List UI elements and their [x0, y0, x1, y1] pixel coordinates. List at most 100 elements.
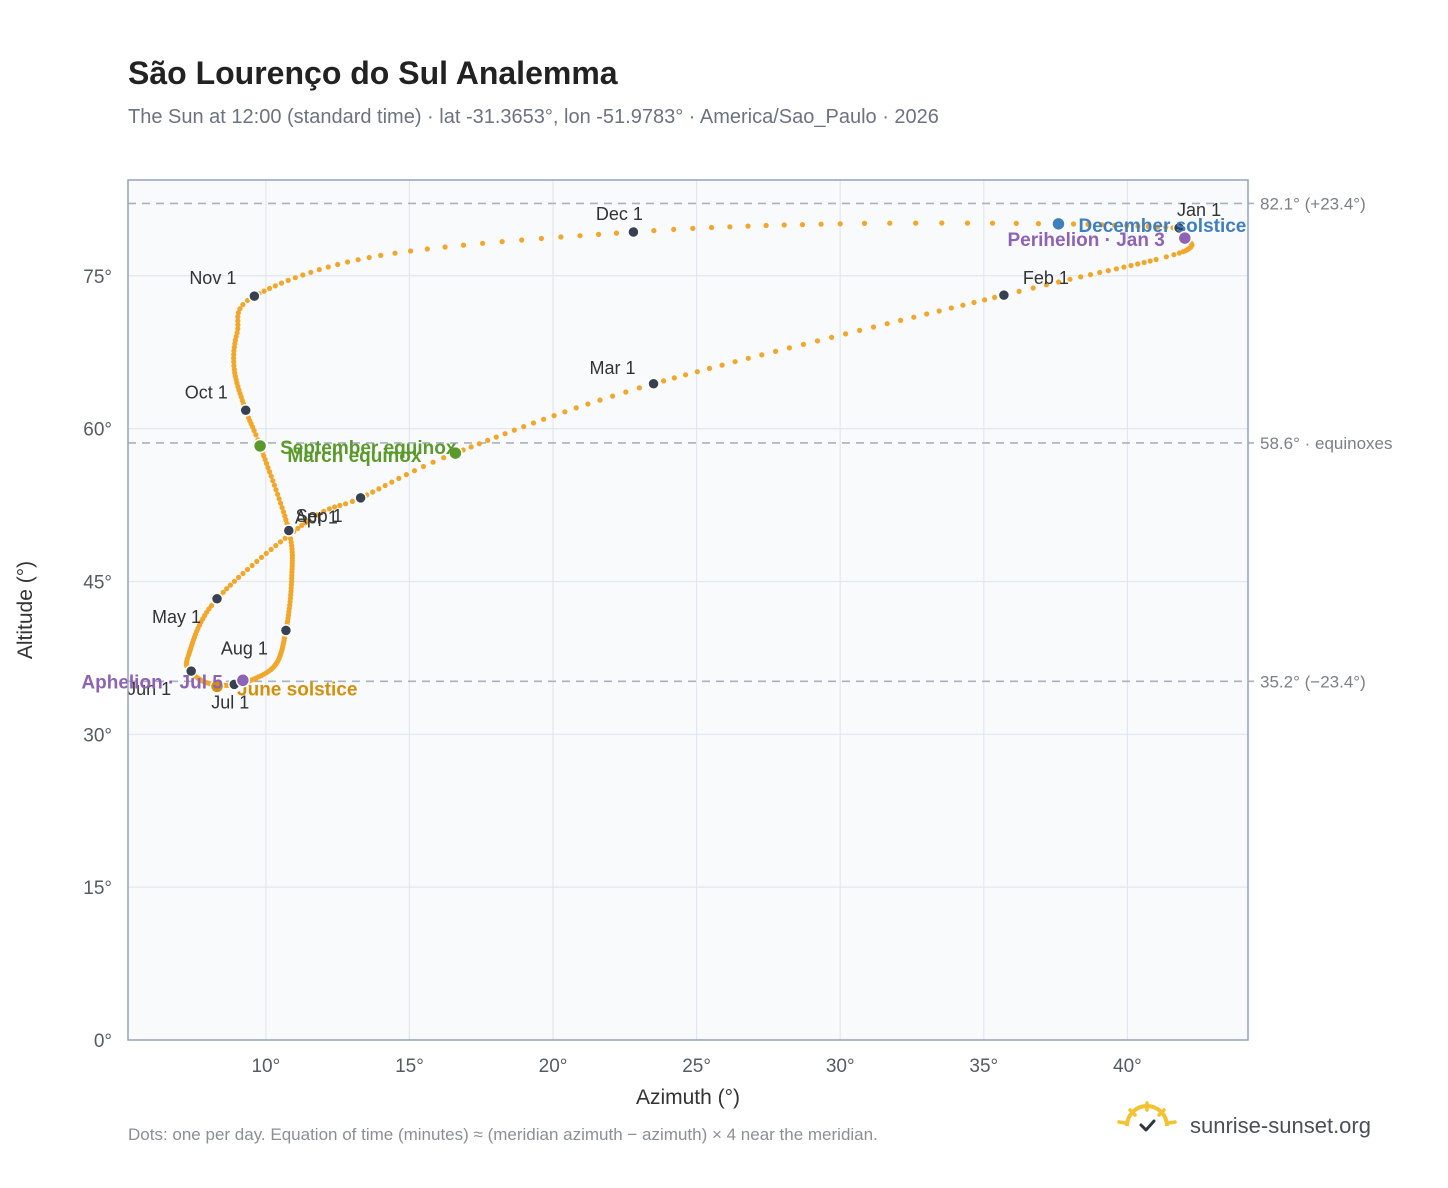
daily-sun-dot: [227, 582, 233, 588]
daily-sun-dot: [1153, 256, 1159, 263]
daily-sun-dot: [870, 324, 877, 330]
daily-sun-dot: [1013, 220, 1019, 226]
daily-sun-dot: [898, 317, 904, 323]
daily-sun-dot: [939, 220, 945, 226]
y-tick-label: 60°: [83, 420, 112, 441]
month-marker: [282, 524, 296, 537]
daily-sun-dot: [502, 431, 508, 437]
daily-sun-dot: [370, 489, 376, 495]
daily-sun-dot: [424, 246, 430, 252]
daily-sun-dot: [237, 306, 243, 312]
x-tick-label: 40°: [1113, 1056, 1142, 1077]
daily-sun-dot: [441, 455, 447, 461]
daily-sun-dot: [263, 550, 269, 557]
daily-sun-dot: [268, 473, 274, 479]
daily-sun-dot: [280, 509, 287, 515]
daily-sun-dot: [971, 299, 977, 306]
sun-logo-icon: [1117, 1101, 1177, 1132]
daily-sun-dot: [887, 220, 893, 226]
daily-sun-dot: [1030, 285, 1036, 291]
daily-sun-dot: [1171, 252, 1177, 258]
month-label: Dec 1: [596, 204, 643, 224]
daily-sun-dot: [837, 221, 843, 227]
chart-title: São Lourenço do Sul Analemma: [128, 55, 618, 91]
daily-sun-dot: [683, 372, 689, 378]
daily-sun-dot: [292, 275, 298, 281]
daily-sun-dot: [277, 539, 284, 545]
daily-sun-dot: [1070, 221, 1077, 227]
daily-sun-dot: [396, 475, 402, 481]
event-marker: [1051, 216, 1066, 232]
x-tick-label: 35°: [969, 1056, 998, 1077]
daily-sun-dot: [960, 302, 966, 308]
daily-sun-dot: [258, 554, 265, 561]
daily-sun-dot: [1112, 222, 1118, 228]
month-label: Jun 1: [127, 679, 171, 699]
daily-sun-dot: [1113, 266, 1119, 272]
daily-sun-dot: [392, 250, 398, 256]
daily-sun-dot: [273, 487, 279, 493]
daily-sun-dot: [420, 463, 426, 470]
event-label: Perihelion · Jan 3: [1007, 230, 1164, 251]
daily-sun-dot: [355, 257, 361, 263]
daily-sun-dot: [1035, 221, 1041, 227]
brand-name: sunrise-sunset.org: [1190, 1113, 1371, 1138]
daily-sun-dot: [302, 520, 309, 526]
daily-sun-dot: [577, 233, 583, 239]
x-axis-label: Azimuth (°): [636, 1086, 740, 1109]
event-label: September equinox: [280, 438, 457, 459]
daily-sun-dot: [538, 235, 545, 242]
daily-sun-dot: [240, 302, 246, 308]
daily-sun-dot: [308, 269, 314, 275]
daily-sun-dot: [964, 220, 971, 226]
daily-sun-dot: [1043, 282, 1049, 288]
daily-sun-dot: [332, 504, 338, 510]
daily-sun-dot: [430, 459, 436, 465]
y-tick-label: 30°: [83, 725, 112, 746]
x-tick-label: 10°: [251, 1056, 280, 1077]
daily-sun-dot: [857, 327, 863, 333]
daily-sun-dot: [254, 558, 260, 565]
daily-sun-dot: [1097, 269, 1103, 276]
daily-sun-dot: [231, 578, 237, 584]
daily-sun-dot: [300, 272, 306, 278]
month-marker: [647, 377, 660, 391]
daily-sun-dot: [493, 434, 499, 440]
daily-sun-dot: [732, 359, 738, 365]
daily-sun-dot: [283, 517, 289, 523]
daily-sun-dot: [231, 359, 237, 365]
daily-sun-dot: [1154, 224, 1161, 230]
daily-sun-dot: [408, 248, 414, 254]
daily-sun-dot: [636, 385, 643, 391]
daily-sun-dot: [745, 223, 751, 229]
daily-sun-dot: [1056, 279, 1062, 285]
daily-sun-dot: [558, 234, 564, 240]
daily-sun-dot: [253, 432, 259, 438]
daily-sun-dot: [1141, 259, 1147, 266]
daily-sun-dot: [335, 261, 341, 268]
event-label: June solstice: [237, 679, 357, 700]
month-label: Sep 1: [296, 506, 343, 526]
daily-sun-dot: [403, 472, 409, 478]
daily-sun-dot: [276, 496, 282, 502]
daily-sun-dot: [235, 326, 241, 332]
daily-sun-dot: [781, 222, 787, 228]
daily-sun-dot: [521, 424, 527, 430]
daily-sun-dot: [382, 482, 388, 489]
daily-sun-dot: [278, 280, 285, 286]
month-marker: [354, 491, 367, 505]
daily-sun-dot: [913, 220, 919, 226]
daily-sun-dot: [763, 222, 769, 229]
event-marker: [252, 438, 268, 454]
x-tick-label: 15°: [395, 1056, 424, 1077]
month-label: Feb 1: [1023, 268, 1069, 288]
daily-sun-dot: [271, 482, 277, 488]
month-marker: [279, 624, 293, 637]
daily-sun-dot: [585, 401, 591, 407]
daily-sun-dot: [551, 413, 557, 419]
y-tick-label: 0°: [94, 1031, 112, 1052]
daily-sun-dot: [285, 277, 291, 283]
month-marker: [1172, 221, 1186, 235]
plot-frame: [127, 179, 1249, 1041]
